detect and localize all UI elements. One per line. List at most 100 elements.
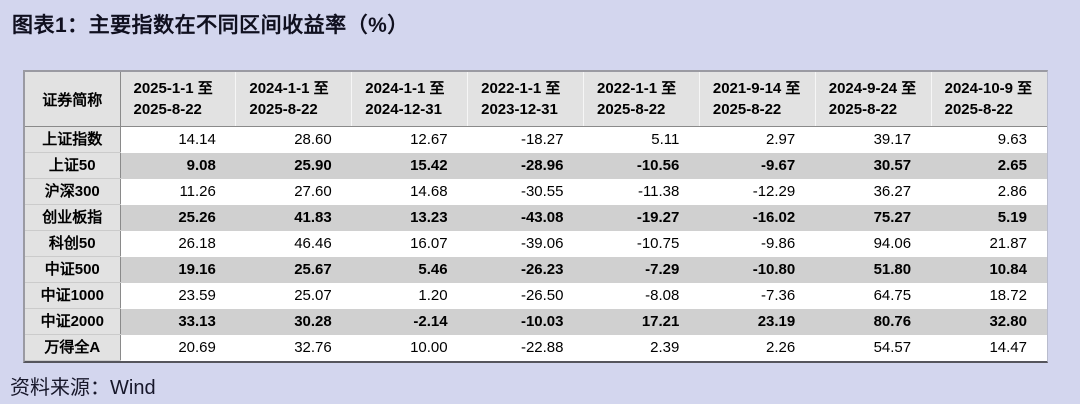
return-value-cell: -8.08 xyxy=(583,282,700,309)
table-row: 科创50 26.18 46.46 16.07 -39.06 -10.75 -9.86 94.0… xyxy=(25,230,1047,257)
period-header-4: 2022-1-1 至 2023-12-31 xyxy=(467,72,584,127)
period-header-7: 2024-9-24 至 2025-8-22 xyxy=(814,72,932,127)
return-value-cell: 13.23 xyxy=(351,204,468,231)
period-end: 2025-8-22 xyxy=(828,101,898,118)
figure-title: 图表1：主要指数在不同区间收益率（%） xyxy=(12,14,409,37)
return-value-cell: 17.21 xyxy=(583,308,700,335)
return-value-cell: 75.27 xyxy=(815,204,932,231)
period-header-3: 2024-1-1 至 2024-12-31 xyxy=(351,72,468,127)
return-value-cell: 11.26 xyxy=(120,178,236,205)
period-start: 2024-1-1 至 xyxy=(365,80,445,97)
return-value-cell: -19.27 xyxy=(583,204,700,231)
return-value-cell: 10.84 xyxy=(931,256,1047,283)
return-value-cell: 16.07 xyxy=(351,230,468,257)
return-value-cell: 51.80 xyxy=(815,256,932,283)
return-value-cell: 32.76 xyxy=(235,334,352,361)
return-value-cell: 1.20 xyxy=(351,282,468,309)
return-value-cell: 28.60 xyxy=(235,126,352,153)
period-start: 2024-10-9 至 xyxy=(944,80,1033,97)
index-name-cell: 上证指数 xyxy=(25,126,121,153)
period-end: 2025-8-22 xyxy=(249,101,318,118)
data-source: 资料来源：Wind xyxy=(10,377,156,399)
period-start: 2021-9-14 至 xyxy=(712,80,801,97)
return-value-cell: 2.26 xyxy=(699,334,816,361)
return-value-cell: 19.16 xyxy=(120,256,236,283)
return-value-cell: 46.46 xyxy=(235,230,352,257)
index-name-cell: 沪深300 xyxy=(25,178,121,205)
period-end: 2023-12-31 xyxy=(481,101,558,118)
return-value-cell: -2.14 xyxy=(351,308,468,335)
return-value-cell: 14.68 xyxy=(351,178,468,205)
return-value-cell: 15.42 xyxy=(351,152,468,179)
table-row: 中证2000 33.13 30.28 -2.14 -10.03 17.21 23.19 80.… xyxy=(25,308,1047,335)
return-value-cell: -22.88 xyxy=(467,334,584,361)
period-start: 2025-1-1 至 xyxy=(133,80,213,97)
return-value-cell: -43.08 xyxy=(467,204,584,231)
return-value-cell: 30.57 xyxy=(815,152,932,179)
period-header-6: 2021-9-14 至 2025-8-22 xyxy=(698,72,816,127)
return-value-cell: 25.26 xyxy=(120,204,236,231)
corner-header: 证券简称 xyxy=(25,72,121,127)
return-value-cell: 9.63 xyxy=(931,126,1047,153)
return-value-cell: -28.96 xyxy=(467,152,584,179)
period-start: 2022-1-1 至 xyxy=(481,80,561,97)
table-row: 上证指数 14.14 28.60 12.67 -18.27 5.11 2.97 39.17 9.… xyxy=(25,126,1047,153)
return-value-cell: -9.67 xyxy=(699,152,816,179)
return-value-cell: -11.38 xyxy=(583,178,700,205)
return-value-cell: -12.29 xyxy=(699,178,816,205)
period-header-2: 2024-1-1 至 2025-8-22 xyxy=(235,72,352,127)
period-start: 2024-1-1 至 xyxy=(249,80,329,97)
table-row: 创业板指 25.26 41.83 13.23 -43.08 -19.27 -16.02 75.… xyxy=(25,204,1047,231)
return-value-cell: -9.86 xyxy=(699,230,816,257)
return-value-cell: -30.55 xyxy=(467,178,584,205)
return-value-cell: 20.69 xyxy=(120,334,236,361)
return-value-cell: -7.36 xyxy=(699,282,816,309)
return-value-cell: 14.47 xyxy=(931,334,1047,361)
return-value-cell: 5.11 xyxy=(583,126,700,153)
period-start: 2022-1-1 至 xyxy=(597,80,677,97)
return-value-cell: 41.83 xyxy=(235,204,352,231)
index-name-cell: 中证1000 xyxy=(25,282,121,309)
return-value-cell: -26.50 xyxy=(467,282,584,309)
return-value-cell: -10.80 xyxy=(699,256,816,283)
index-name-cell: 科创50 xyxy=(25,230,121,257)
return-value-cell: -7.29 xyxy=(583,256,700,283)
return-value-cell: 2.86 xyxy=(931,178,1047,205)
return-value-cell: 2.97 xyxy=(699,126,816,153)
return-value-cell: 64.75 xyxy=(815,282,932,309)
return-value-cell: 54.57 xyxy=(815,334,932,361)
table-header-row: 证券简称 2025-1-1 至 2025-8-22 2024-1-1 至 2025-8-… xyxy=(25,72,1047,127)
period-header-5: 2022-1-1 至 2025-8-22 xyxy=(583,72,700,127)
return-value-cell: 30.28 xyxy=(235,308,352,335)
return-value-cell: -39.06 xyxy=(467,230,584,257)
index-name-cell: 上证50 xyxy=(25,152,121,179)
table-row: 万得全A 20.69 32.76 10.00 -22.88 2.39 2.26 54.57 14… xyxy=(25,334,1047,361)
index-name-cell: 中证500 xyxy=(25,256,121,283)
table-row: 中证500 19.16 25.67 5.46 -26.23 -7.29 -10.80 51.8… xyxy=(25,256,1047,283)
return-value-cell: -18.27 xyxy=(467,126,584,153)
return-value-cell: 25.07 xyxy=(235,282,352,309)
period-end: 2024-12-31 xyxy=(365,101,442,118)
return-value-cell: 25.67 xyxy=(235,256,352,283)
return-value-cell: 23.19 xyxy=(699,308,816,335)
index-name-cell: 创业板指 xyxy=(25,204,121,231)
return-value-cell: 5.46 xyxy=(351,256,468,283)
return-value-cell: -10.56 xyxy=(583,152,700,179)
return-value-cell: 39.17 xyxy=(815,126,932,153)
period-start: 2024-9-24 至 xyxy=(828,80,917,97)
return-value-cell: -16.02 xyxy=(699,204,816,231)
return-value-cell: 94.06 xyxy=(815,230,932,257)
return-value-cell: 10.00 xyxy=(351,334,468,361)
return-value-cell: 32.80 xyxy=(931,308,1047,335)
return-value-cell: -26.23 xyxy=(467,256,584,283)
period-header-1: 2025-1-1 至 2025-8-22 xyxy=(119,72,236,127)
table-row: 沪深300 11.26 27.60 14.68 -30.55 -11.38 -12.29 36… xyxy=(25,178,1047,205)
period-end: 2025-8-22 xyxy=(944,101,1014,118)
index-name-cell: 万得全A xyxy=(25,334,121,361)
period-end: 2025-8-22 xyxy=(133,101,202,118)
period-end: 2025-8-22 xyxy=(597,101,666,118)
table-row: 中证1000 23.59 25.07 1.20 -26.50 -8.08 -7.36 64.7… xyxy=(25,282,1047,309)
return-value-cell: 5.19 xyxy=(931,204,1047,231)
return-value-cell: -10.75 xyxy=(583,230,700,257)
return-value-cell: 33.13 xyxy=(120,308,236,335)
